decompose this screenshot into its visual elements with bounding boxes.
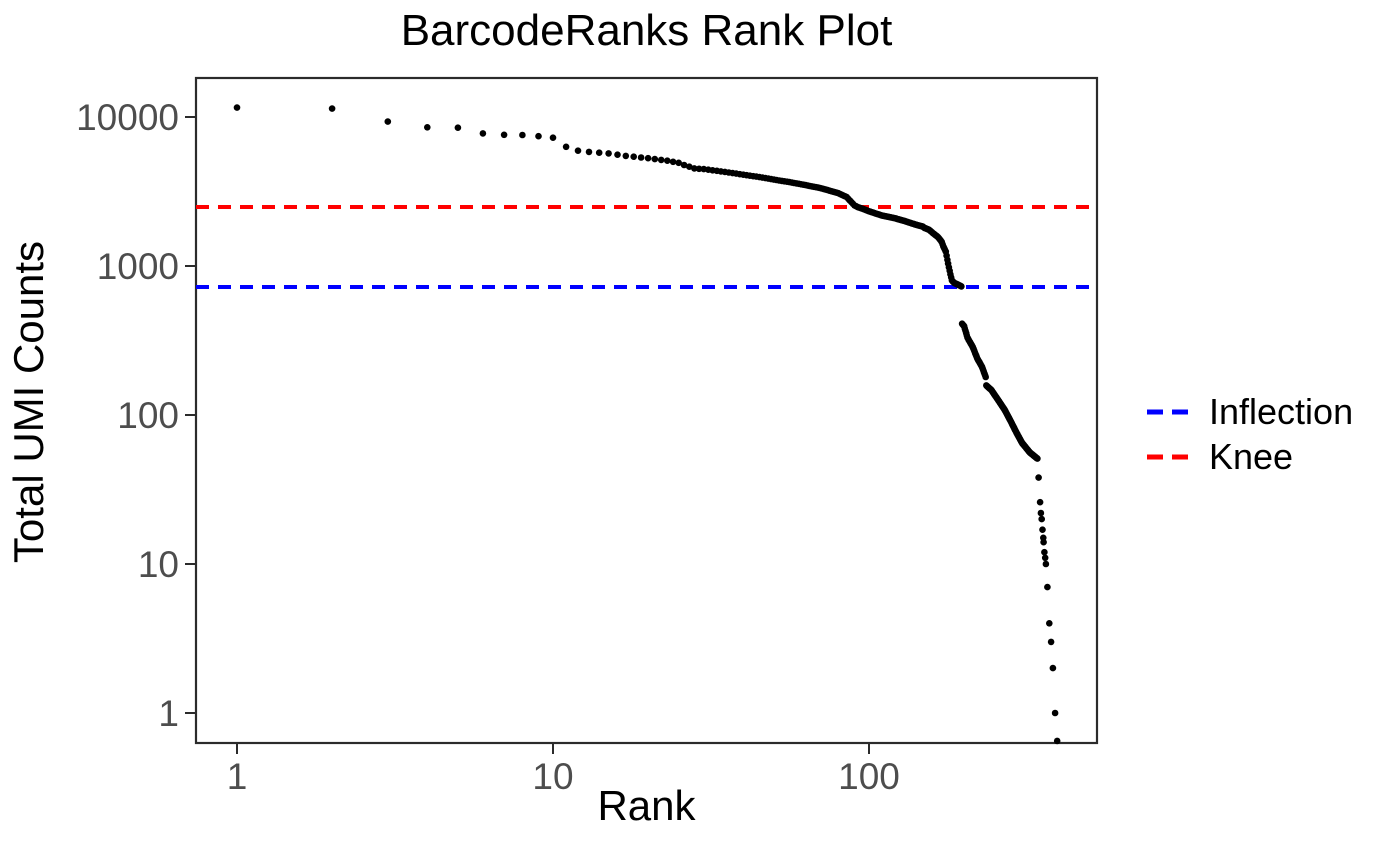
x-axis-title: Rank [597, 782, 696, 829]
chart-title: BarcodeRanks Rank Plot [400, 6, 893, 55]
svg-text:10000: 10000 [76, 97, 179, 138]
legend-item-inflection: Inflection [1146, 389, 1353, 434]
svg-text:1000: 1000 [97, 246, 179, 287]
legend-label-knee: Knee [1209, 435, 1294, 477]
inflection-dashed-line-icon [1147, 409, 1189, 414]
svg-text:100: 100 [117, 395, 179, 436]
knee-dashed-line-icon [1147, 454, 1189, 459]
legend-item-knee: Knee [1146, 434, 1353, 479]
legend: Inflection Knee [1146, 389, 1353, 479]
legend-label-inflection: Inflection [1209, 390, 1354, 432]
svg-text:10: 10 [138, 544, 179, 585]
y-axis-title: Total UMI Counts [5, 240, 52, 564]
svg-text:1: 1 [227, 756, 248, 797]
svg-text:10: 10 [532, 756, 573, 797]
svg-text:1: 1 [158, 693, 179, 734]
svg-text:100: 100 [838, 756, 900, 797]
